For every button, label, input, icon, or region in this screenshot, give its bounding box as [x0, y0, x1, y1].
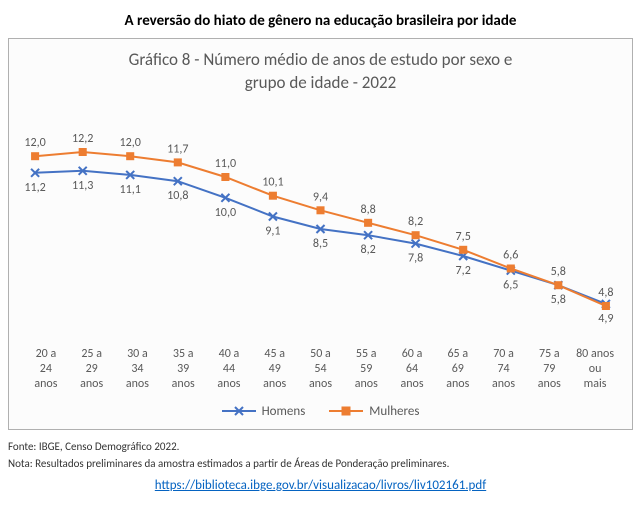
marker-square [554, 281, 562, 289]
data-label: 8,2 [408, 215, 423, 229]
x-axis-label: 50 a54anos [298, 347, 344, 392]
marker-square [221, 173, 229, 181]
data-label: 12,2 [72, 132, 93, 146]
footnote-source: Fonte: IBGE, Censo Demográfico 2022. [8, 438, 633, 456]
page-title: A reversão do hiato de gênero na educaçã… [8, 12, 633, 30]
chart-container: Gráfico 8 - Número médio de anos de estu… [8, 38, 633, 430]
data-label: 10,1 [262, 176, 283, 190]
data-label: 7,2 [456, 264, 471, 278]
marker-square [79, 148, 87, 156]
marker-square [507, 264, 515, 272]
x-axis-label: 25 a29anos [69, 347, 115, 392]
chart-title-line1: Gráfico 8 - Número médio de anos de estu… [129, 49, 513, 70]
source-link-row: https://biblioteca.ibge.gov.br/visualiza… [8, 475, 633, 494]
x-axis-label: 40 a44anos [206, 347, 252, 392]
chart-title-line2: grupo de idade - 2022 [245, 72, 397, 93]
line-chart-svg: 11,2 11,3 11,1 10,8 10,0 9,1 8,5 8,2 7,8 7,2 6,5 5,… [23, 101, 618, 341]
marker-square [316, 206, 324, 214]
x-axis-label: 60 a64anos [389, 347, 435, 392]
x-axis-label: 55 a59anos [343, 347, 389, 392]
x-axis-labels: 20 a24anos25 a29anos30 a34anos35 a39anos… [23, 347, 618, 392]
data-label: 12,0 [119, 136, 140, 150]
x-axis-label: 45 a49anos [252, 347, 298, 392]
data-label: 9,1 [265, 224, 280, 238]
legend-label-homens: Homens [262, 404, 306, 419]
chart-title: Gráfico 8 - Número médio de anos de estu… [23, 49, 618, 95]
x-axis-label: 70 a74anos [481, 347, 527, 392]
x-axis-label: 20 a24anos [23, 347, 69, 392]
marker-square [364, 219, 372, 227]
marker-square [126, 152, 134, 160]
data-label: 4,9 [598, 312, 613, 326]
data-label: 8,5 [313, 237, 328, 251]
data-label: 11,0 [215, 157, 236, 171]
data-label: 11,3 [72, 179, 93, 193]
data-label: 6,6 [503, 248, 518, 262]
marker-square [269, 192, 277, 200]
data-label: 5,8 [551, 293, 566, 307]
data-label: 7,8 [408, 252, 423, 266]
marker-square [412, 231, 420, 239]
legend-label-mulheres: Mulheres [369, 404, 419, 419]
square-marker-icon [329, 405, 363, 417]
footnotes: Fonte: IBGE, Censo Demográfico 2022. Not… [8, 438, 633, 473]
data-label: 7,5 [456, 230, 471, 244]
data-label: 11,1 [119, 183, 140, 197]
legend-item-homens: Homens [222, 404, 306, 419]
legend-item-mulheres: Mulheres [329, 404, 419, 419]
x-axis-label: 30 a34anos [115, 347, 161, 392]
source-link[interactable]: https://biblioteca.ibge.gov.br/visualiza… [155, 478, 486, 493]
data-label: 12,0 [24, 136, 45, 150]
data-label: 9,4 [313, 190, 328, 204]
x-axis-label: 35 a39anos [160, 347, 206, 392]
footnote-note: Nota: Resultados preliminares da amostra… [8, 455, 633, 473]
marker-square [31, 152, 39, 160]
data-label: 10,0 [215, 206, 236, 220]
data-label: 8,8 [360, 203, 375, 217]
x-marker-icon [222, 405, 256, 417]
data-label: 10,8 [167, 189, 188, 203]
marker-square [602, 302, 610, 310]
x-axis-label: 65 a69anos [435, 347, 481, 392]
data-label: 8,2 [360, 243, 375, 257]
data-label: 5,8 [551, 265, 566, 279]
x-axis-label: 80 anosoumais [572, 347, 618, 392]
legend: Homens Mulheres [23, 404, 618, 419]
data-label: 6,5 [503, 279, 518, 293]
data-label: 4,8 [598, 286, 613, 300]
plot-area: 11,2 11,3 11,1 10,8 10,0 9,1 8,5 8,2 7,8 7,2 6,5 5,… [23, 101, 618, 341]
marker-square [459, 246, 467, 254]
data-label: 11,2 [24, 181, 45, 195]
x-axis-label: 75 a79anos [526, 347, 572, 392]
marker-square [174, 158, 182, 166]
data-label: 11,7 [167, 142, 188, 156]
